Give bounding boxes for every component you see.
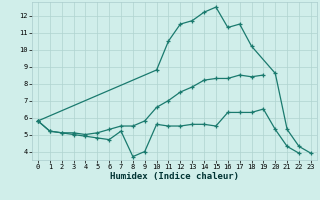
X-axis label: Humidex (Indice chaleur): Humidex (Indice chaleur) [110, 172, 239, 181]
